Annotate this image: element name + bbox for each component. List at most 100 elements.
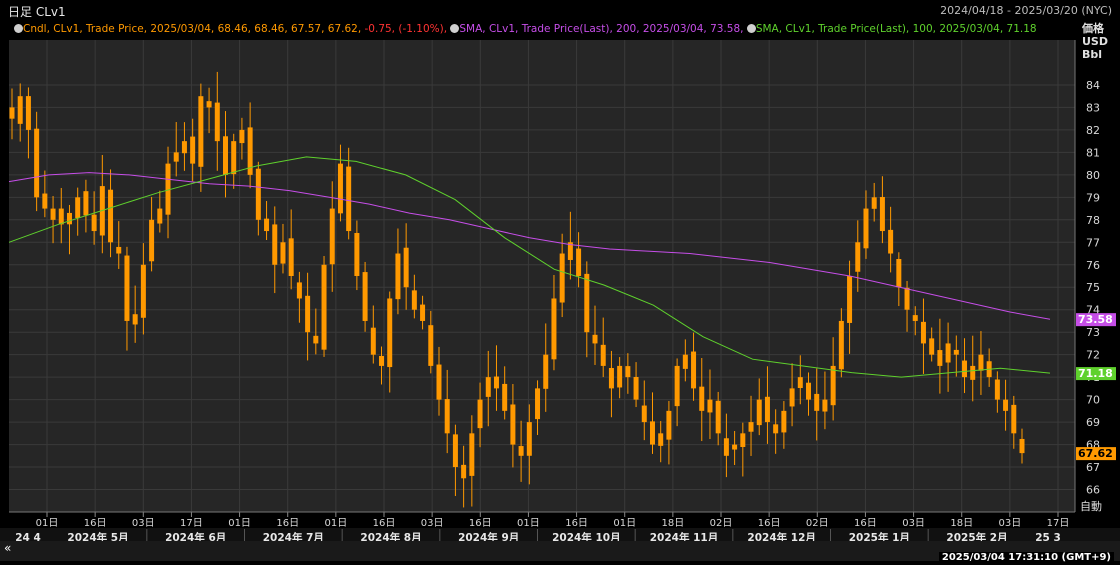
candle-body	[428, 325, 434, 366]
last-value-tag	[1076, 367, 1116, 381]
candle-body	[395, 253, 401, 300]
x-tick-label: 03日	[998, 518, 1021, 529]
candle-body	[91, 214, 97, 232]
candle-body	[108, 189, 114, 243]
y-tick-label: 69	[1086, 416, 1100, 429]
timestamp: 2025/03/04 17:31:10 (GMT+9)	[938, 552, 1114, 563]
header-bar: 日足 CLv1 2024/04/18 - 2025/03/20 (NYC)	[0, 0, 1120, 20]
candle-body	[66, 212, 72, 225]
series-settings-icon[interactable]	[746, 24, 756, 33]
x-tick-label: 17日	[180, 518, 203, 529]
candle-body	[132, 314, 138, 325]
chart-area[interactable]: 6667686970717273747576777879808182838401…	[0, 20, 1120, 561]
candle-body	[904, 287, 910, 310]
candle-body	[321, 264, 327, 350]
candle-body	[748, 422, 754, 432]
candle-body	[280, 242, 286, 264]
candle-body	[723, 438, 729, 456]
candle-body	[871, 197, 877, 209]
candle-body	[1011, 404, 1017, 434]
candle-body	[436, 364, 442, 400]
candle-body	[526, 422, 532, 456]
x-month-label: 2024年 8月	[360, 531, 421, 544]
legend-sma200: SMA, CLv1, Trade Price(Last), 200, 2025/…	[459, 23, 744, 35]
x-tick-label: 16日	[758, 518, 781, 529]
candle-body	[477, 399, 483, 429]
candle-body	[641, 405, 647, 423]
x-month-label: 2024年 5月	[67, 531, 128, 544]
candle-body	[518, 446, 524, 456]
y-tick-label: 81	[1086, 146, 1100, 159]
candle-body	[247, 127, 253, 175]
y-tick-label: 75	[1086, 281, 1100, 294]
sma-line	[8, 156, 1051, 378]
candle-body	[403, 247, 409, 288]
candle-body	[789, 388, 795, 407]
last-value-tag	[1076, 313, 1116, 327]
candle-body	[543, 354, 549, 389]
x-tick-label: 02日	[806, 518, 829, 529]
candle-body	[379, 355, 385, 366]
x-tick-label: 03日	[902, 518, 925, 529]
candle-body	[814, 393, 820, 411]
y-tick-label: 73	[1086, 326, 1100, 339]
candle-body	[420, 304, 426, 321]
legend-candles-change: -0.75, (-1.10%),	[364, 23, 448, 35]
candle-body	[173, 152, 179, 162]
candle-body	[329, 208, 335, 265]
candle-body	[912, 315, 918, 321]
candle-body	[600, 344, 606, 366]
last-value-label: 67.62	[1078, 447, 1113, 460]
candle-body	[346, 166, 352, 232]
x-tick-label: 17日	[1047, 518, 1070, 529]
x-tick-label: 02日	[710, 518, 733, 529]
candle-body	[239, 129, 245, 144]
candle-body	[124, 255, 130, 321]
x-month-label: 2025年 2月	[946, 531, 1007, 544]
x-month-label: 2024年 7月	[263, 531, 324, 544]
candle-body	[715, 400, 721, 434]
candle-body	[658, 433, 664, 446]
x-tick-label: 16日	[565, 518, 588, 529]
candle-body	[337, 163, 343, 214]
candle-body	[592, 334, 598, 344]
candle-body	[83, 191, 89, 216]
candle-body	[962, 360, 968, 378]
series-settings-icon[interactable]	[14, 24, 23, 33]
candle-body	[25, 96, 31, 130]
candle-body	[847, 276, 853, 323]
candle-body	[740, 433, 746, 447]
chart-svg: 6667686970717273747576777879808182838401…	[0, 40, 1120, 545]
candle-body	[75, 197, 81, 218]
candle-body	[617, 365, 623, 388]
candle-body	[649, 421, 655, 445]
x-tick-label: 01日	[228, 518, 251, 529]
y-tick-label: 70	[1086, 394, 1100, 407]
candle-body	[773, 424, 779, 434]
candle-body	[206, 101, 212, 108]
series-settings-icon[interactable]	[450, 24, 460, 33]
axis-unit-line: 価格	[1082, 22, 1104, 35]
plot-background	[9, 40, 1075, 512]
candle-body	[691, 351, 697, 389]
y-tick-label: 83	[1086, 101, 1100, 114]
candle-body	[50, 208, 56, 220]
chart-title: 日足 CLv1	[8, 5, 66, 19]
x-tick-label: 01日	[324, 518, 347, 529]
candle-body	[264, 218, 270, 232]
candle-body	[214, 102, 220, 142]
date-range[interactable]: 2024/04/18 - 2025/03/20 (NYC)	[940, 4, 1112, 17]
candle-body	[633, 377, 639, 400]
candle-body	[149, 219, 155, 262]
candle-body	[485, 377, 491, 397]
axis-unit-line: Bbl	[1082, 48, 1103, 61]
candle-body	[551, 298, 557, 360]
candle-body	[806, 382, 812, 400]
scroll-left-icon[interactable]: «	[4, 541, 12, 555]
y-tick-label: 78	[1086, 214, 1100, 227]
candle-body	[978, 354, 984, 371]
candle-body	[493, 376, 499, 389]
candle-body	[157, 208, 163, 224]
auto-scale-button[interactable]: 自動	[1080, 500, 1102, 513]
x-tick-label: 16日	[276, 518, 299, 529]
